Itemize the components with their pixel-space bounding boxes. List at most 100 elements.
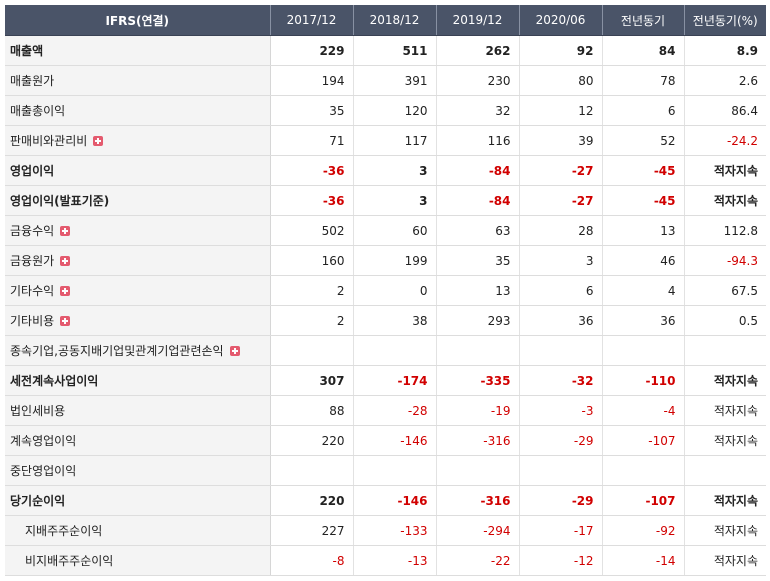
plus-square-icon[interactable] <box>229 346 240 356</box>
table-row: 법인세비용 88 -28 -19 -3 -4 적자지속 <box>5 395 766 426</box>
value-cell: -36 <box>270 185 354 216</box>
row-label-cell[interactable]: 기타비용 <box>5 305 271 336</box>
value-cell: -22 <box>436 545 520 576</box>
value-cell: -133 <box>353 515 437 546</box>
value-cell: 63 <box>436 215 520 246</box>
value-cell: -36 <box>270 155 354 186</box>
value-cell: -3 <box>519 395 603 426</box>
plus-square-icon[interactable] <box>60 316 71 326</box>
table-row: 종속기업,공동지배기업및관계기업관련손익 <box>5 335 766 366</box>
value-cell: 35 <box>436 245 520 276</box>
value-cell: 3 <box>519 245 603 276</box>
row-label: 금융원가 <box>10 254 55 268</box>
row-label-cell[interactable]: 판매비와관리비 <box>5 125 271 156</box>
header-ifrs: IFRS(연결) <box>5 5 271 36</box>
value-cell: -107 <box>602 485 685 516</box>
value-cell: 220 <box>270 425 354 456</box>
row-label-cell: 영업이익 <box>5 155 271 186</box>
value-cell <box>519 455 603 486</box>
table-row: 영업이익 -36 3 -84 -27 -45 적자지속 <box>5 155 766 186</box>
value-cell: 230 <box>436 65 520 96</box>
value-cell: 116 <box>436 125 520 156</box>
row-label-cell[interactable]: 금융수익 <box>5 215 271 246</box>
row-label-cell: 지배주주순이익 <box>5 515 271 546</box>
value-cell: 120 <box>353 95 437 126</box>
value-cell <box>270 335 354 366</box>
value-cell: 3 <box>353 185 437 216</box>
value-cell: 8.9 <box>684 35 766 66</box>
value-cell: 0 <box>353 275 437 306</box>
table-row: 중단영업이익 <box>5 455 766 486</box>
table-row: 세전계속사업이익 307 -174 -335 -32 -110 적자지속 <box>5 365 766 396</box>
value-cell: 293 <box>436 305 520 336</box>
header-2020-06: 2020/06 <box>519 5 603 36</box>
value-cell: 2 <box>270 305 354 336</box>
row-label-cell[interactable]: 금융원가 <box>5 245 271 276</box>
value-cell: -13 <box>353 545 437 576</box>
header-2019-12: 2019/12 <box>436 5 520 36</box>
value-cell: -146 <box>353 425 437 456</box>
value-cell: 262 <box>436 35 520 66</box>
value-cell <box>436 455 520 486</box>
value-cell: 39 <box>519 125 603 156</box>
row-label: 중단영업이익 <box>10 464 77 478</box>
row-label: 매출총이익 <box>10 104 66 118</box>
value-cell: 6 <box>519 275 603 306</box>
row-label-cell: 매출원가 <box>5 65 271 96</box>
row-label: 영업이익(발표기준) <box>10 194 110 208</box>
row-label: 금융수익 <box>10 224 55 238</box>
value-cell: 511 <box>353 35 437 66</box>
value-cell: -27 <box>519 155 603 186</box>
row-label: 매출액 <box>10 44 44 58</box>
row-label-cell: 영업이익(발표기준) <box>5 185 271 216</box>
value-cell: -316 <box>436 425 520 456</box>
table-row: 기타비용 2 38 293 36 36 0.5 <box>5 305 766 336</box>
row-label: 판매비와관리비 <box>10 134 88 148</box>
plus-square-icon[interactable] <box>60 256 71 266</box>
value-cell: 32 <box>436 95 520 126</box>
row-label: 영업이익 <box>10 164 55 178</box>
row-label: 세전계속사업이익 <box>10 374 99 388</box>
row-label-cell: 매출액 <box>5 35 271 66</box>
value-cell: -17 <box>519 515 603 546</box>
value-cell: -45 <box>602 155 685 186</box>
value-cell: 적자지속 <box>684 515 766 546</box>
value-cell: 52 <box>602 125 685 156</box>
value-cell: 적자지속 <box>684 545 766 576</box>
row-label-cell: 세전계속사업이익 <box>5 365 271 396</box>
row-label: 기타수익 <box>10 284 55 298</box>
table-row: 판매비와관리비 71 117 116 39 52 -24.2 <box>5 125 766 156</box>
value-cell <box>270 455 354 486</box>
value-cell: -32 <box>519 365 603 396</box>
value-cell: -29 <box>519 425 603 456</box>
value-cell: 36 <box>602 305 685 336</box>
row-label: 종속기업,공동지배기업및관계기업관련손익 <box>10 344 224 358</box>
row-label-cell[interactable]: 기타수익 <box>5 275 271 306</box>
value-cell: 28 <box>519 215 603 246</box>
value-cell: 80 <box>519 65 603 96</box>
value-cell: 적자지속 <box>684 185 766 216</box>
value-cell: 307 <box>270 365 354 396</box>
value-cell: -4 <box>602 395 685 426</box>
value-cell: -45 <box>602 185 685 216</box>
header-2017-12: 2017/12 <box>270 5 354 36</box>
table-header-row: IFRS(연결) 2017/12 2018/12 2019/12 2020/06… <box>5 5 766 36</box>
value-cell: 적자지속 <box>684 395 766 426</box>
value-cell: 112.8 <box>684 215 766 246</box>
value-cell: -84 <box>436 185 520 216</box>
value-cell <box>602 335 685 366</box>
row-label-cell: 중단영업이익 <box>5 455 271 486</box>
row-label-cell[interactable]: 종속기업,공동지배기업및관계기업관련손익 <box>5 335 271 366</box>
value-cell: 67.5 <box>684 275 766 306</box>
value-cell: 6 <box>602 95 685 126</box>
value-cell: 502 <box>270 215 354 246</box>
value-cell: -12 <box>519 545 603 576</box>
value-cell: -316 <box>436 485 520 516</box>
plus-square-icon[interactable] <box>60 226 71 236</box>
value-cell: 13 <box>602 215 685 246</box>
value-cell <box>519 335 603 366</box>
plus-square-icon[interactable] <box>93 136 104 146</box>
value-cell: -14 <box>602 545 685 576</box>
plus-square-icon[interactable] <box>60 286 71 296</box>
row-label-cell: 당기순이익 <box>5 485 271 516</box>
